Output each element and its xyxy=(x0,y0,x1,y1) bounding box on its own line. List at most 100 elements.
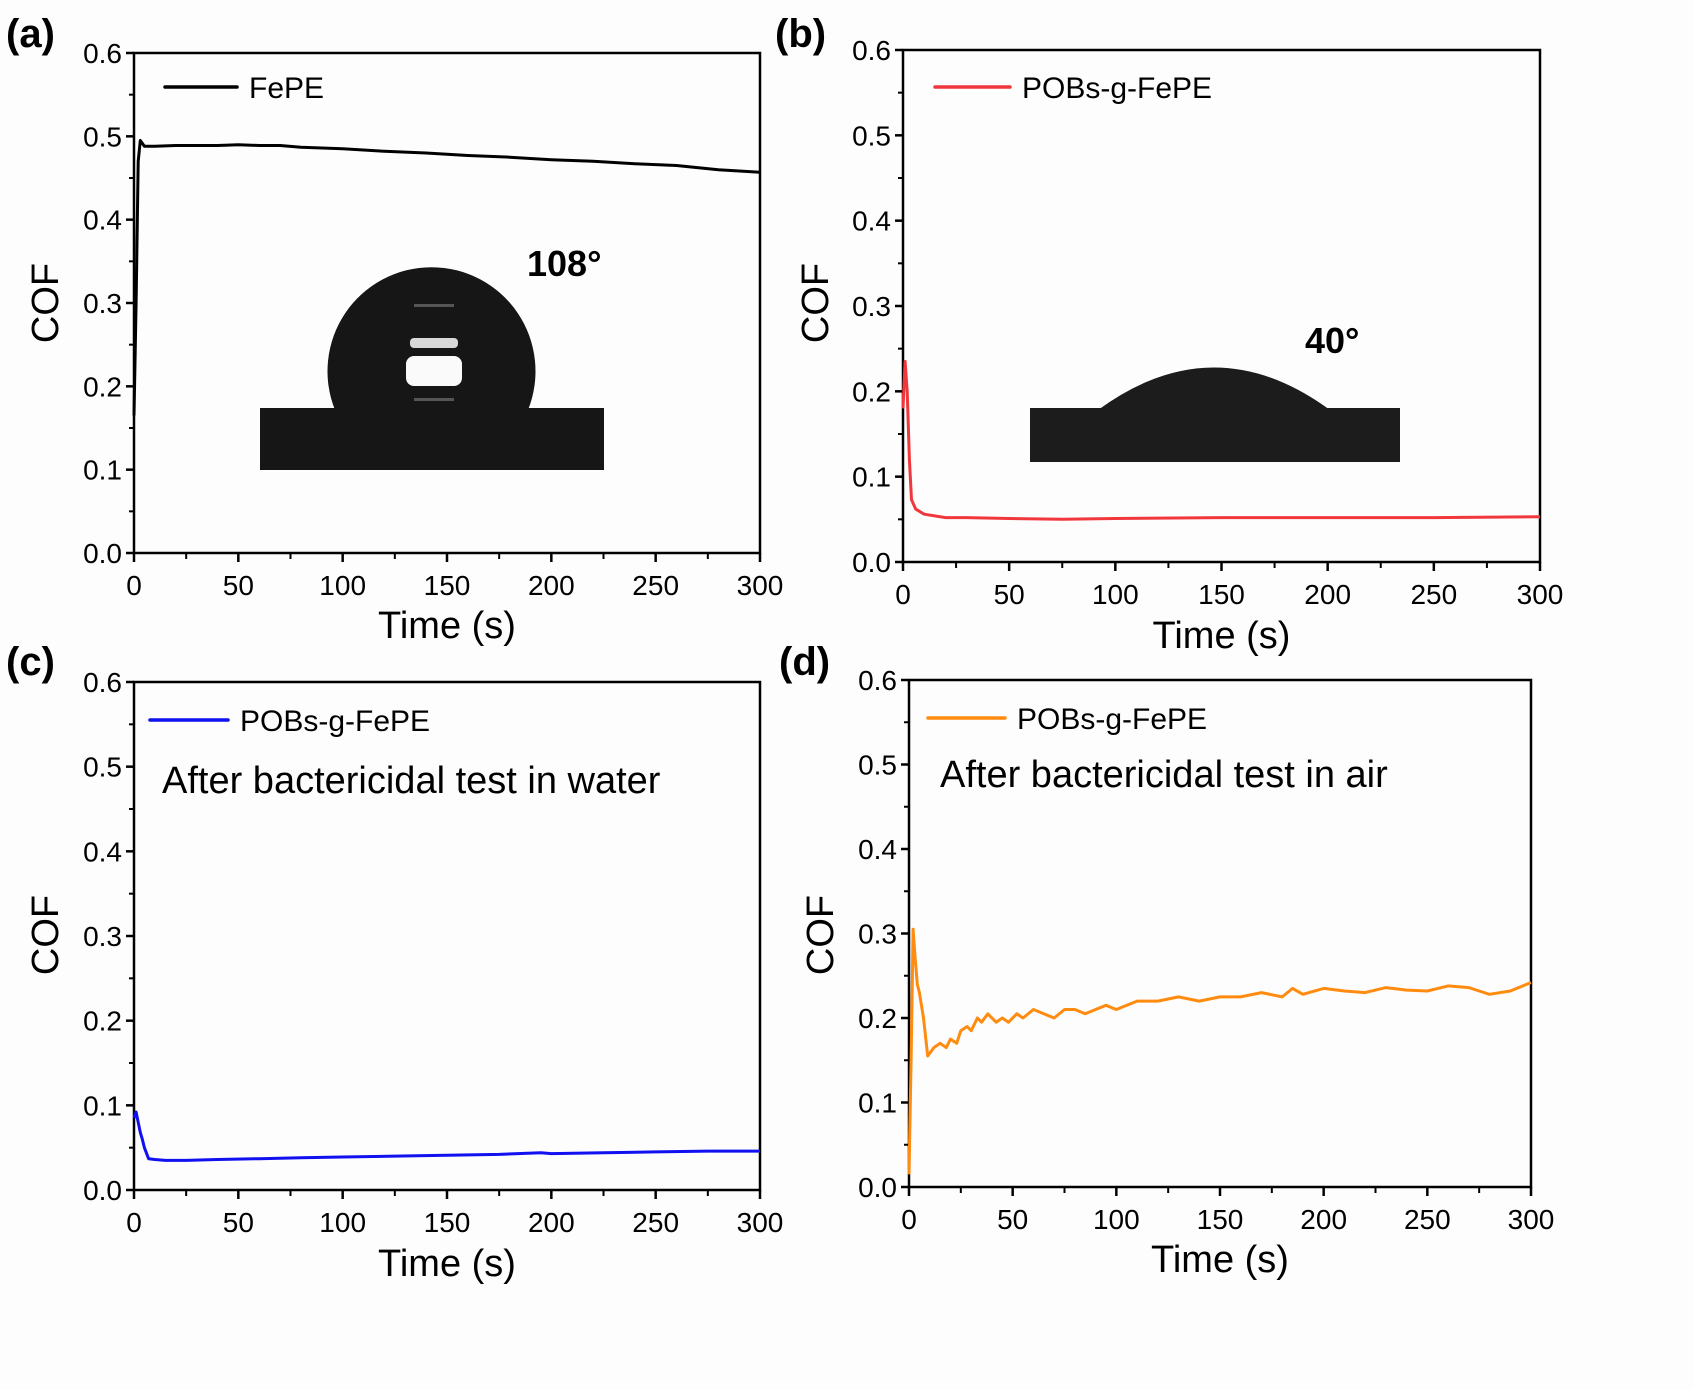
x-tick-label: 250 xyxy=(632,570,679,601)
y-tick-label: 0.4 xyxy=(83,836,122,867)
x-tick-label: 100 xyxy=(1093,1204,1140,1235)
y-tick-label: 0.2 xyxy=(852,376,891,407)
droplet-reflection xyxy=(410,338,458,348)
y-tick-label: 0.6 xyxy=(858,665,897,696)
x-axis-title: Time (s) xyxy=(1151,1239,1289,1281)
series-line xyxy=(907,927,1532,1175)
x-tick-label: 100 xyxy=(319,1207,366,1238)
y-tick-label: 0.3 xyxy=(83,288,122,319)
x-tick-label: 0 xyxy=(126,570,142,601)
x-tick-label: 0 xyxy=(895,579,911,610)
legend-label: FePE xyxy=(249,72,324,105)
droplet-reflection xyxy=(414,304,454,307)
annotation-text: After bactericidal test in water xyxy=(162,760,661,802)
y-axis-title: COF xyxy=(25,263,67,343)
x-tick-label: 300 xyxy=(737,570,784,601)
panel-label: (b) xyxy=(775,12,826,56)
y-tick-label: 0.1 xyxy=(83,455,122,486)
y-tick-label: 0.4 xyxy=(858,834,897,865)
x-tick-label: 50 xyxy=(994,579,1025,610)
y-tick-label: 0.5 xyxy=(858,750,897,781)
contact-angle-label: 40° xyxy=(1305,320,1359,361)
legend: POBs-g-FePE xyxy=(926,703,1207,736)
y-tick-label: 0.0 xyxy=(858,1172,897,1203)
x-tick-label: 300 xyxy=(1517,579,1564,610)
contact-angle-inset: 108° xyxy=(260,243,604,470)
chart-panel-b: (b) 40° 0.0 0.1 0.2 0.3 0.4 0.5 0.6 0 50 100 150 200 2… xyxy=(775,12,1563,657)
chart-panel-d: (d) 0.0 0.1 0.2 0.3 0.4 0.5 0.6 0 50 100 150 200 250 3… xyxy=(779,640,1554,1281)
y-tick-label: 0.6 xyxy=(83,38,122,69)
y-tick-label: 0.6 xyxy=(83,667,122,698)
panel-label: (d) xyxy=(779,640,830,684)
y-tick-label: 0.2 xyxy=(83,1006,122,1037)
x-tick-label: 300 xyxy=(1508,1204,1555,1235)
y-tick-label: 0.4 xyxy=(852,206,891,237)
chart-panel-a: (a) 108° 0.0 0.1 0.2 0.3 0.4 0.5 0.6 0 50 100 150 200… xyxy=(6,12,783,647)
chart-panel-c: (c) 0.0 0.1 0.2 0.3 0.4 0.5 0.6 0 50 100 150 200 250 3… xyxy=(6,640,783,1285)
y-tick-label: 0.3 xyxy=(852,291,891,322)
y-tick-label: 0.5 xyxy=(83,752,122,783)
y-tick-label: 0.6 xyxy=(852,35,891,66)
x-tick-label: 50 xyxy=(997,1204,1028,1235)
x-tick-label: 250 xyxy=(1404,1204,1451,1235)
series-line xyxy=(901,360,1541,521)
panel-label: (a) xyxy=(6,12,55,56)
y-tick-label: 0.0 xyxy=(852,547,891,578)
x-tick-label: 150 xyxy=(424,1207,471,1238)
x-axis-title: Time (s) xyxy=(378,1243,516,1285)
y-tick-label: 0.1 xyxy=(858,1088,897,1119)
series-line xyxy=(132,1110,760,1162)
y-tick-label: 0.0 xyxy=(83,1175,122,1206)
y-tick-label: 0.4 xyxy=(83,205,122,236)
y-tick-label: 0.1 xyxy=(852,462,891,493)
x-axis-title: Time (s) xyxy=(378,605,516,647)
x-tick-label: 250 xyxy=(632,1207,679,1238)
legend-label: POBs-g-FePE xyxy=(240,705,430,738)
annotation-text: After bactericidal test in air xyxy=(940,754,1388,796)
y-tick-label: 0.5 xyxy=(83,121,122,152)
legend: FePE xyxy=(163,72,324,105)
x-tick-label: 0 xyxy=(901,1204,917,1235)
x-tick-label: 200 xyxy=(528,1207,575,1238)
y-tick-label: 0.1 xyxy=(83,1090,122,1121)
x-tick-label: 200 xyxy=(1304,579,1351,610)
droplet-reflection xyxy=(414,398,454,401)
x-tick-label: 200 xyxy=(1300,1204,1347,1235)
x-tick-label: 100 xyxy=(1092,579,1139,610)
plot-frame xyxy=(132,680,762,1192)
legend-label: POBs-g-FePE xyxy=(1022,72,1212,105)
plot-frame xyxy=(901,48,1542,564)
x-tick-label: 0 xyxy=(126,1207,142,1238)
x-tick-label: 100 xyxy=(319,570,366,601)
substrate xyxy=(1030,408,1400,462)
y-tick-label: 0.3 xyxy=(83,921,122,952)
x-tick-label: 150 xyxy=(1197,1204,1244,1235)
legend: POBs-g-FePE xyxy=(933,72,1212,105)
x-tick-label: 200 xyxy=(528,570,575,601)
series-line xyxy=(132,139,761,416)
legend-label: POBs-g-FePE xyxy=(1017,703,1207,736)
x-tick-label: 300 xyxy=(737,1207,784,1238)
y-axis-title: COF xyxy=(25,895,67,975)
y-tick-label: 0.2 xyxy=(83,371,122,402)
y-axis-title: COF xyxy=(800,895,842,975)
y-tick-label: 0.3 xyxy=(858,919,897,950)
x-axis-title: Time (s) xyxy=(1153,615,1291,657)
y-tick-label: 0.5 xyxy=(852,120,891,151)
contact-angle-label: 108° xyxy=(527,243,601,284)
x-tick-label: 150 xyxy=(424,570,471,601)
substrate xyxy=(260,408,604,470)
y-tick-label: 0.2 xyxy=(858,1003,897,1034)
x-tick-label: 150 xyxy=(1198,579,1245,610)
panel-label: (c) xyxy=(6,640,55,684)
water-droplet xyxy=(1098,367,1330,410)
contact-angle-inset: 40° xyxy=(1030,320,1400,462)
droplet-highlight xyxy=(406,356,462,386)
y-tick-label: 0.0 xyxy=(83,538,122,569)
legend: POBs-g-FePE xyxy=(148,705,430,738)
x-tick-label: 250 xyxy=(1410,579,1457,610)
y-axis-title: COF xyxy=(795,263,837,343)
x-tick-label: 50 xyxy=(223,1207,254,1238)
x-tick-label: 50 xyxy=(223,570,254,601)
